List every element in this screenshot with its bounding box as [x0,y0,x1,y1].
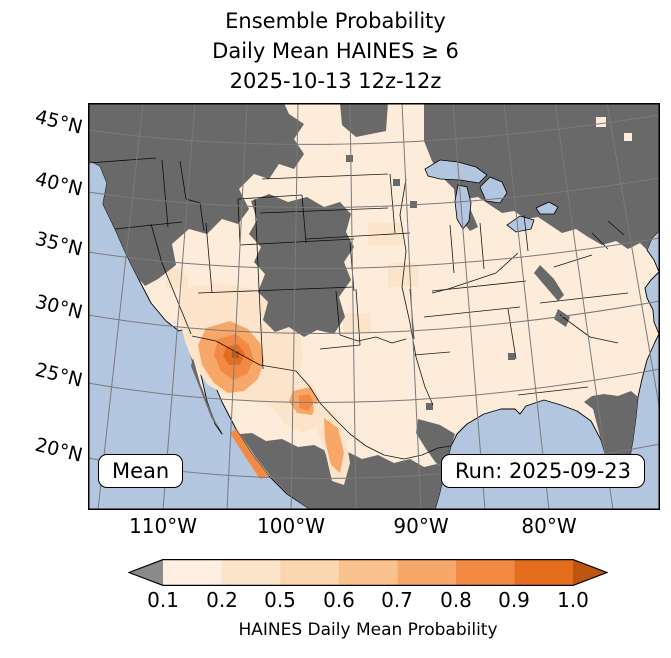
gray-north-central [340,103,388,137]
cb-tick-0-5: 0.5 [264,588,296,612]
lake-ontario [535,201,559,215]
great-lakes [424,159,559,233]
colorbar-segment-4 [338,559,398,586]
gray-baja [191,358,219,430]
probability-high-arizona-sonora [198,321,318,415]
cb-tick-0-7: 0.7 [381,588,413,612]
gray-pacific-northwest [88,103,304,286]
run-date-badge: Run: 2025-09-23 [440,454,645,488]
map-frame [88,103,660,510]
cb-tick-0-6: 0.6 [323,588,355,612]
lat-label-20n: 20°N [32,433,85,467]
gray-appalachia-2 [554,309,570,327]
low-probability-speckles [176,117,632,277]
colorbar-segment-7 [514,559,574,586]
colorbar-over-arrow [573,559,608,586]
lat-label-35n: 35°N [32,227,85,261]
state-borders [88,157,629,460]
colorbar-segment-6 [455,559,515,586]
probability-coahuila-band [230,403,350,485]
conus-probability-map [88,103,660,510]
lat-label-30n: 30°N [32,290,85,324]
colorbar-svg [128,559,608,586]
colorbar-under-arrow [128,559,163,586]
lat-label-40n: 40°N [32,167,85,201]
figure-subtitle: Daily Mean HAINES ≥ 6 [212,39,459,63]
colorbar [128,559,608,586]
colorbar-segment-3 [280,559,339,586]
lon-label-90w: 90°W [393,514,449,538]
cb-tick-0-2: 0.2 [206,588,238,612]
lat-label-25n: 25°N [32,358,85,392]
no-data-gray-regions [88,103,660,510]
lon-label-80w: 80°W [521,514,577,538]
lon-label-100w: 100°W [257,514,325,538]
statistic-badge: Mean [98,454,184,488]
map-panel: Mean Run: 2025-09-23 [88,103,660,510]
lake-erie [506,215,535,233]
colorbar-outline [128,559,608,586]
lake-huron [479,176,508,204]
figure-title: Ensemble Probability [225,9,446,33]
cb-tick-0-9: 0.9 [498,588,530,612]
valid-period-title: 2025-10-13 12z-12z [229,69,442,93]
colorbar-label: HAINES Daily Mean Probability [238,620,498,640]
colorbar-segment-5 [397,559,456,586]
lake-michigan [454,184,472,230]
colorbar-segment-2 [221,559,281,586]
cb-tick-1-0: 1.0 [557,588,589,612]
title-block: Ensemble Probability Daily Mean HAINES ≥… [0,6,671,96]
gray-upper-midwest-northeast [424,103,660,250]
cb-tick-0-8: 0.8 [440,588,472,612]
colorbar-segment-1 [163,559,222,586]
lon-label-110w: 110°W [129,514,197,538]
graticule [88,103,660,510]
gray-appalachia-1 [534,265,564,301]
cb-tick-0-1: 0.1 [147,588,179,612]
gray-central-rockies [249,194,354,337]
lat-label-45n: 45°N [32,105,85,139]
lake-superior [424,159,488,184]
